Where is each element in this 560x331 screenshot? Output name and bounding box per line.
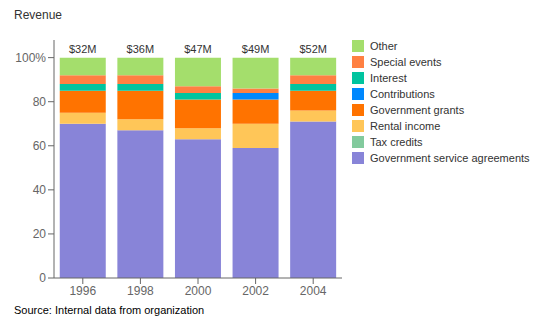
svg-text:$49M: $49M [242, 43, 270, 55]
svg-text:20: 20 [33, 227, 47, 241]
svg-text:100%: 100% [15, 51, 46, 65]
svg-text:2000: 2000 [185, 284, 212, 298]
html-text:Tax credits: Tax credits [370, 136, 423, 148]
svg-text:80: 80 [33, 95, 47, 109]
svg-text:$52M: $52M [299, 43, 327, 55]
svg-text:1998: 1998 [127, 284, 154, 298]
html-text:Contributions: Contributions [370, 88, 435, 100]
html-text:Source: Internal data from org: Source: Internal data from organization [14, 304, 205, 316]
svg-text:1996: 1996 [69, 284, 96, 298]
svg-text:0: 0 [39, 271, 46, 285]
svg-text:40: 40 [33, 183, 47, 197]
html-text:Other: Other [370, 40, 398, 52]
html-text:Special events: Special events [370, 56, 442, 68]
svg-text:$36M: $36M [127, 43, 155, 55]
svg-text:2002: 2002 [242, 284, 269, 298]
html-text:Revenue: Revenue [14, 8, 62, 22]
svg-text:60: 60 [33, 139, 47, 153]
html-text:Rental income: Rental income [370, 120, 441, 132]
svg-text:2004: 2004 [300, 284, 327, 298]
html-text:Interest: Interest [370, 72, 407, 84]
svg-text:$32M: $32M [69, 43, 97, 55]
svg-text:$47M: $47M [184, 43, 212, 55]
html-text:Government grants: Government grants [370, 104, 465, 116]
html-text:Government service agreements: Government service agreements [370, 152, 530, 164]
